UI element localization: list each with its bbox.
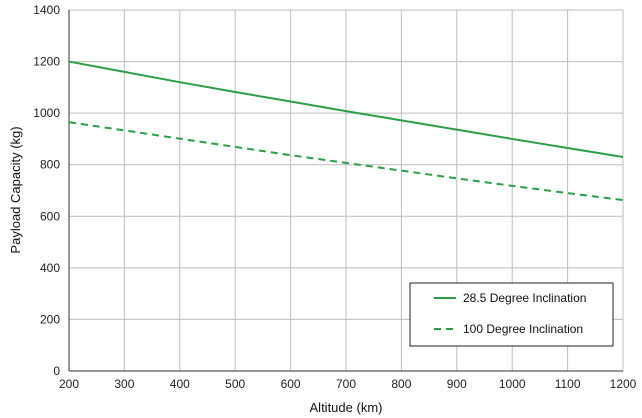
series-line-0 bbox=[68, 60, 624, 158]
y-axis-title: Payload Capacity (kg) bbox=[8, 126, 23, 253]
x-tick-label-600: 600 bbox=[281, 377, 301, 391]
legend-label-28-5-degree: 28.5 Degree Inclination bbox=[463, 291, 586, 305]
legend-label-100-degree: 100 Degree Inclination bbox=[463, 322, 583, 336]
grid-lines bbox=[68, 9, 624, 372]
y-tick-label-0: 0 bbox=[53, 364, 60, 378]
y-tick-label-1400: 1400 bbox=[33, 3, 60, 17]
legend: 28.5 Degree Inclination 100 Degree Incli… bbox=[409, 282, 614, 347]
x-tick-labels: 200 300 400 500 600 700 800 900 1000 1100 1200 bbox=[59, 377, 637, 391]
y-tick-label-1000: 1000 bbox=[33, 106, 60, 120]
x-tick-label-300: 300 bbox=[114, 377, 134, 391]
y-tick-label-1200: 1200 bbox=[33, 55, 60, 69]
x-tick-label-800: 800 bbox=[391, 377, 411, 391]
x-tick-label-200: 200 bbox=[59, 377, 79, 391]
legend-box bbox=[409, 282, 614, 347]
x-tick-label-1000: 1000 bbox=[499, 377, 526, 391]
y-tick-labels: 0 200 400 600 800 1000 1200 1400 bbox=[33, 3, 60, 378]
y-tick-label-200: 200 bbox=[40, 312, 60, 326]
x-tick-label-1200: 1200 bbox=[610, 377, 637, 391]
x-tick-label-900: 900 bbox=[447, 377, 467, 391]
x-tick-label-400: 400 bbox=[170, 377, 190, 391]
x-axis-title: Altitude (km) bbox=[310, 400, 383, 415]
x-tick-label-1100: 1100 bbox=[555, 377, 581, 391]
y-tick-label-400: 400 bbox=[40, 261, 60, 275]
x-tick-label-500: 500 bbox=[225, 377, 245, 391]
y-tick-label-600: 600 bbox=[40, 209, 60, 223]
x-tick-label-700: 700 bbox=[336, 377, 356, 391]
series-line-1 bbox=[68, 121, 624, 202]
series-lines bbox=[68, 60, 624, 202]
y-tick-label-800: 800 bbox=[40, 158, 60, 172]
axes bbox=[68, 10, 623, 372]
